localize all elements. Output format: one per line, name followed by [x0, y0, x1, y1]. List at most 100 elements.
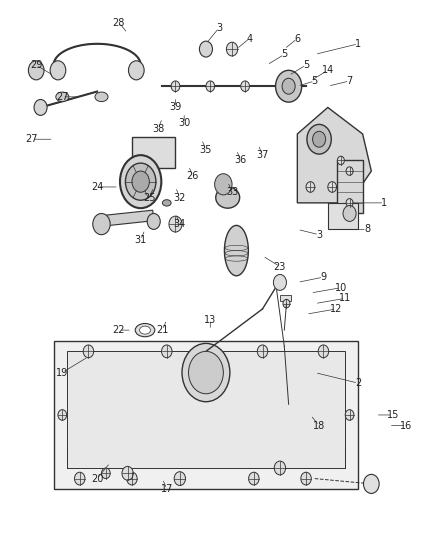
Ellipse shape — [216, 187, 240, 208]
Text: 5: 5 — [311, 76, 318, 86]
Circle shape — [125, 163, 156, 200]
Text: 11: 11 — [339, 293, 351, 303]
Circle shape — [226, 42, 238, 56]
Bar — [336, 160, 363, 214]
Text: 31: 31 — [134, 235, 147, 245]
Text: 26: 26 — [187, 172, 199, 181]
Ellipse shape — [95, 92, 108, 102]
Circle shape — [132, 171, 149, 192]
Bar — [96, 210, 153, 227]
Text: 10: 10 — [335, 282, 347, 293]
Circle shape — [249, 472, 259, 485]
Ellipse shape — [56, 92, 69, 102]
Text: 39: 39 — [170, 102, 182, 112]
Circle shape — [122, 466, 133, 480]
Circle shape — [313, 131, 325, 147]
Text: 35: 35 — [200, 145, 212, 155]
Text: 1: 1 — [381, 198, 388, 208]
Bar — [328, 203, 358, 229]
Ellipse shape — [140, 326, 150, 334]
Circle shape — [93, 214, 110, 235]
Circle shape — [162, 345, 172, 358]
Circle shape — [282, 78, 295, 94]
Circle shape — [328, 182, 336, 192]
Circle shape — [306, 182, 315, 192]
Text: 23: 23 — [274, 262, 286, 271]
Circle shape — [147, 214, 160, 229]
Text: 3: 3 — [216, 23, 222, 33]
Circle shape — [58, 410, 67, 420]
Text: 12: 12 — [330, 304, 343, 314]
Text: 33: 33 — [226, 187, 238, 197]
Text: 6: 6 — [294, 34, 300, 44]
Circle shape — [307, 124, 331, 154]
Text: 28: 28 — [113, 18, 125, 28]
Text: 7: 7 — [346, 76, 353, 86]
Circle shape — [276, 81, 284, 92]
Circle shape — [28, 61, 44, 80]
Circle shape — [50, 61, 66, 80]
Circle shape — [206, 81, 215, 92]
Circle shape — [241, 81, 250, 92]
Circle shape — [127, 472, 137, 485]
Circle shape — [283, 300, 290, 308]
Circle shape — [74, 472, 85, 485]
Circle shape — [174, 472, 185, 486]
Circle shape — [364, 474, 379, 494]
Text: 3: 3 — [316, 230, 322, 240]
Bar — [53, 341, 358, 489]
Text: 37: 37 — [256, 150, 268, 160]
Bar — [280, 295, 291, 301]
Text: 22: 22 — [113, 325, 125, 335]
Circle shape — [128, 61, 144, 80]
Text: 27: 27 — [56, 92, 69, 102]
Text: 8: 8 — [364, 224, 370, 235]
Text: 1: 1 — [355, 39, 361, 49]
Text: 15: 15 — [387, 410, 399, 420]
Circle shape — [171, 81, 180, 92]
Text: 2: 2 — [355, 378, 361, 388]
Circle shape — [169, 216, 182, 232]
Text: 13: 13 — [204, 314, 216, 325]
Circle shape — [182, 343, 230, 402]
Text: 29: 29 — [30, 60, 42, 70]
Circle shape — [337, 156, 344, 165]
Circle shape — [83, 345, 94, 358]
Text: 32: 32 — [173, 192, 186, 203]
Circle shape — [188, 351, 223, 394]
Text: 34: 34 — [174, 219, 186, 229]
Circle shape — [199, 41, 212, 57]
Text: 5: 5 — [303, 60, 309, 70]
Circle shape — [276, 70, 302, 102]
Circle shape — [257, 345, 268, 358]
Text: 27: 27 — [25, 134, 38, 144]
Ellipse shape — [120, 155, 161, 208]
Circle shape — [318, 345, 328, 358]
Text: 36: 36 — [235, 156, 247, 165]
Text: 14: 14 — [321, 66, 334, 75]
Text: 9: 9 — [320, 272, 326, 282]
Ellipse shape — [135, 324, 155, 337]
Circle shape — [102, 468, 110, 479]
Text: 21: 21 — [156, 325, 169, 335]
Text: 20: 20 — [91, 474, 103, 483]
Text: 25: 25 — [143, 192, 155, 203]
Bar — [132, 136, 176, 168]
Circle shape — [346, 167, 353, 175]
Text: 17: 17 — [161, 484, 173, 494]
Circle shape — [343, 206, 356, 221]
Text: 24: 24 — [91, 182, 103, 192]
Circle shape — [345, 410, 354, 420]
Circle shape — [301, 472, 311, 485]
Circle shape — [346, 199, 353, 207]
Text: 38: 38 — [152, 124, 164, 134]
Ellipse shape — [224, 225, 248, 276]
Ellipse shape — [162, 200, 171, 206]
Text: 30: 30 — [178, 118, 190, 128]
Text: 16: 16 — [400, 421, 412, 431]
Bar — [67, 351, 345, 468]
Circle shape — [274, 461, 286, 475]
Circle shape — [215, 174, 232, 195]
Text: 5: 5 — [281, 50, 287, 59]
Circle shape — [34, 100, 47, 115]
